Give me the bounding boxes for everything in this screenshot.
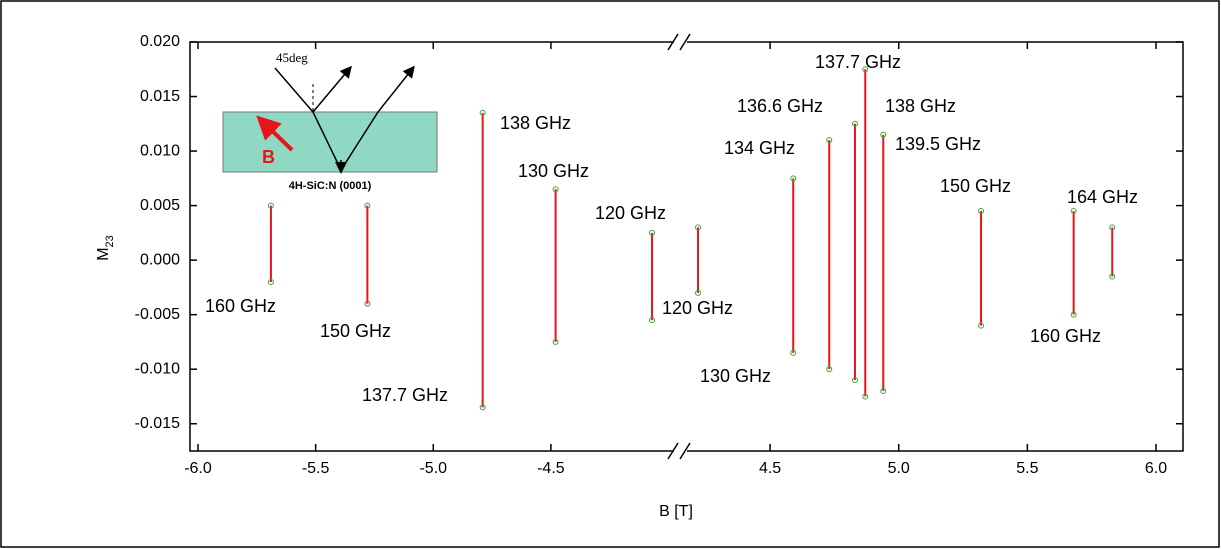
resonance-low: [695, 289, 702, 296]
annotation: 160 GHz: [205, 296, 276, 316]
resonance-low: [649, 317, 656, 324]
resonance-high: [978, 208, 985, 215]
inset: 45deg B 4H-SiC:N (0001): [222, 50, 438, 192]
x-tick-label: -5.0: [419, 460, 447, 477]
y-tick-label: 0.015: [140, 88, 180, 105]
sample-label: 4H-SiC:N (0001): [289, 180, 372, 192]
annotation: 150 GHz: [320, 321, 391, 341]
x-tick-label: -6.0: [184, 460, 212, 477]
annotation: 134 GHz: [724, 138, 795, 158]
annotation: 150 GHz: [940, 176, 1011, 196]
annotation: 130 GHz: [518, 161, 589, 181]
resonance-high: [790, 175, 797, 182]
y-tick-label: -0.010: [135, 360, 180, 377]
resonance-low: [978, 322, 985, 329]
y-tick-label: 0.010: [140, 142, 180, 159]
x-tick-label: 5.0: [888, 460, 910, 477]
resonance-high: [552, 186, 559, 193]
annotation: 139.5 GHz: [895, 134, 981, 154]
resonance-high: [862, 66, 869, 73]
x-tick-label: -4.5: [537, 460, 565, 477]
resonance-high: [267, 202, 274, 209]
annotation: 120 GHz: [662, 298, 733, 318]
resonance-low: [479, 404, 486, 411]
resonance-low: [1109, 273, 1116, 280]
resonance-low: [267, 278, 274, 285]
annotation: 136.6 GHz: [737, 96, 823, 116]
x-tick-label: 5.5: [1016, 460, 1038, 477]
y-axis-label: M23: [95, 235, 116, 261]
y-tick-label: -0.005: [135, 306, 180, 323]
y-tick-label: 0.020: [140, 33, 180, 50]
beam: [274, 67, 379, 172]
beam: [312, 65, 352, 113]
y-tick-label: -0.015: [135, 415, 180, 432]
y-label-sub: 23: [104, 235, 116, 247]
field-label: B: [262, 147, 275, 167]
annotation: 160 GHz: [1030, 326, 1101, 346]
x-axis-label: B [T]: [659, 503, 693, 520]
resonance-high: [851, 120, 858, 127]
annotation: 120 GHz: [595, 203, 666, 223]
resonance-high: [364, 202, 371, 209]
resonance-high: [826, 137, 833, 144]
resonance-high: [479, 109, 486, 116]
angle-label: 45deg: [276, 50, 308, 65]
y-label-main: M: [95, 247, 112, 260]
resonance-low: [1070, 311, 1077, 318]
annotation: 130 GHz: [700, 366, 771, 386]
plot-frame: [189, 41, 1184, 452]
field-arrow: [256, 115, 294, 152]
resonance-low: [862, 393, 869, 400]
resonance-high: [649, 229, 656, 236]
x-tick-label: -5.5: [302, 460, 330, 477]
annotation: 138 GHz: [885, 96, 956, 116]
resonance-high: [1109, 224, 1116, 231]
resonance-low: [851, 377, 858, 384]
annotation: 137.7 GHz: [362, 385, 448, 405]
y-tick-label: 0.000: [140, 251, 180, 268]
resonance-low: [552, 338, 559, 345]
x-tick-label: 6.0: [1145, 460, 1167, 477]
axis-break: [667, 33, 691, 460]
sample: [222, 111, 438, 173]
x-tick-label: 4.5: [759, 460, 781, 477]
annotation: 138 GHz: [500, 113, 571, 133]
resonance-high: [1070, 208, 1077, 215]
y-tick-label: 0.005: [140, 197, 180, 214]
beam: [377, 65, 415, 113]
resonance-high: [880, 131, 887, 138]
resonance-low: [880, 388, 887, 395]
resonance-low: [826, 366, 833, 373]
resonance-high: [695, 224, 702, 231]
annotation: 164 GHz: [1067, 187, 1138, 207]
annotation: 137.7 GHz: [815, 52, 901, 72]
resonance-low: [364, 300, 371, 307]
resonance-low: [790, 349, 797, 356]
